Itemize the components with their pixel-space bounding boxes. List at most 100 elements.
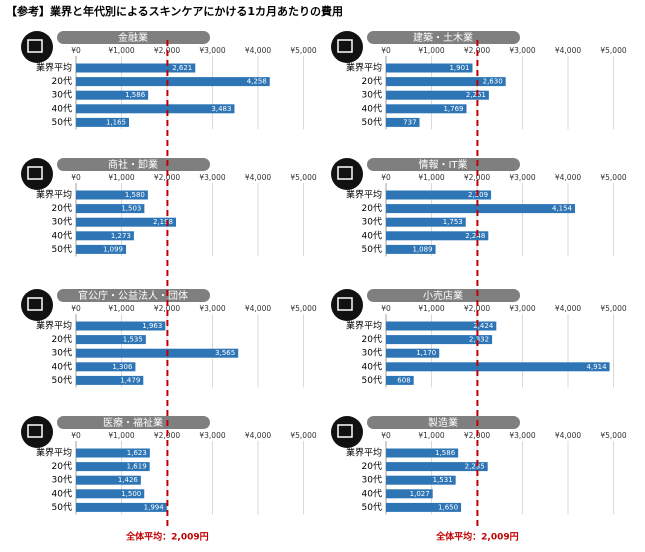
x-tick-label: ¥0	[381, 173, 391, 182]
icon	[21, 289, 53, 321]
x-tick-label: ¥3,000	[199, 431, 225, 440]
icon	[331, 289, 363, 321]
x-tick-label: ¥3,000	[509, 431, 535, 440]
bar	[386, 77, 506, 87]
category-label: 40代	[362, 488, 382, 499]
category-label: 30代	[362, 348, 382, 359]
x-tick-label: ¥3,000	[509, 46, 535, 55]
bar	[386, 90, 489, 100]
category-label: 40代	[52, 488, 72, 499]
panel-title: 情報・IT業	[418, 158, 467, 171]
value-label: 2,198	[153, 218, 173, 226]
bar	[386, 104, 467, 114]
panel-title-box	[367, 31, 520, 44]
icon	[337, 39, 353, 53]
x-tick-label: ¥3,000	[509, 304, 535, 313]
icon	[331, 416, 363, 448]
x-tick-label: ¥1,000	[418, 431, 444, 440]
category-label: 30代	[362, 475, 382, 486]
x-tick-label: ¥0	[71, 304, 81, 313]
icon	[337, 166, 353, 180]
value-label: 1,619	[127, 463, 147, 471]
category-label: 業界平均	[36, 62, 72, 74]
value-label: 2,235	[465, 463, 485, 471]
x-tick-label: ¥5,000	[600, 46, 626, 55]
x-tick-label: ¥5,000	[600, 431, 626, 440]
reference-label: 全体平均：2,009円	[125, 531, 208, 543]
value-label: 1,753	[443, 218, 463, 226]
value-label: 2,630	[483, 78, 503, 86]
value-label: 2,621	[172, 64, 192, 72]
bar	[76, 375, 144, 385]
panel-title-box	[57, 158, 210, 171]
category-label: 20代	[362, 76, 382, 87]
bar	[386, 502, 462, 512]
x-tick-label: ¥5,000	[290, 431, 316, 440]
value-label: 1,479	[120, 376, 140, 384]
value-label: 3,565	[215, 349, 235, 357]
icon	[337, 424, 353, 438]
bar	[386, 63, 473, 73]
value-label: 1,650	[438, 503, 458, 511]
value-label: 1,769	[443, 105, 463, 113]
category-label: 50代	[52, 244, 72, 255]
category-label: 40代	[362, 230, 382, 241]
bar	[386, 348, 440, 358]
bar	[386, 375, 414, 385]
category-label: 50代	[362, 117, 382, 128]
x-tick-label: ¥2,000	[154, 173, 180, 182]
bar	[386, 190, 492, 200]
category-label: 50代	[52, 375, 72, 386]
category-label: 業界平均	[346, 62, 382, 74]
value-label: 1,503	[121, 205, 141, 213]
bar	[386, 462, 488, 472]
page-title: 【参考】業界と年代別によるスキンケアにかける1カ月あたりの費用	[6, 4, 343, 18]
value-label: 1,089	[413, 245, 433, 253]
category-label: 50代	[52, 502, 72, 513]
category-label: 業界平均	[36, 320, 72, 332]
x-tick-label: ¥0	[381, 304, 391, 313]
x-tick-label: ¥2,000	[154, 304, 180, 313]
bar	[76, 362, 136, 372]
panel-title-box	[367, 289, 520, 302]
value-label: 1,027	[410, 490, 430, 498]
panel-title: 金融業	[118, 31, 148, 44]
bar	[386, 475, 456, 485]
x-tick-label: ¥1,000	[108, 173, 134, 182]
value-label: 4,154	[552, 205, 573, 213]
bar	[76, 63, 196, 73]
x-tick-label: ¥3,000	[509, 173, 535, 182]
value-label: 1,586	[125, 91, 146, 99]
x-tick-label: ¥5,000	[600, 304, 626, 313]
x-tick-label: ¥5,000	[290, 173, 316, 182]
x-tick-label: ¥4,000	[245, 173, 271, 182]
category-label: 30代	[52, 217, 72, 228]
x-tick-label: ¥4,000	[555, 46, 581, 55]
bar	[76, 217, 177, 227]
value-label: 1,623	[127, 449, 147, 457]
value-label: 3,483	[211, 105, 231, 113]
icon	[27, 424, 43, 438]
x-tick-label: ¥5,000	[290, 46, 316, 55]
value-label: 1,994	[144, 503, 165, 511]
bar	[386, 335, 493, 345]
bar	[76, 90, 149, 100]
panel-title: 小売店業	[423, 289, 463, 302]
x-tick-label: ¥1,000	[108, 431, 134, 440]
category-label: 20代	[52, 334, 72, 345]
x-tick-label: ¥1,000	[108, 304, 134, 313]
panel-title: 官公庁・公益法人・団体	[78, 289, 188, 302]
icon	[27, 166, 43, 180]
icon	[27, 297, 43, 311]
x-tick-label: ¥0	[381, 46, 391, 55]
bar	[76, 117, 130, 127]
x-tick-label: ¥2,000	[464, 304, 490, 313]
panel-title-box	[57, 289, 210, 302]
icon	[21, 416, 53, 448]
x-tick-label: ¥0	[71, 431, 81, 440]
bar	[386, 448, 459, 458]
category-label: 業界平均	[346, 447, 382, 459]
value-label: 1,535	[123, 336, 143, 344]
category-label: 業界平均	[36, 447, 72, 459]
x-tick-label: ¥0	[71, 173, 81, 182]
